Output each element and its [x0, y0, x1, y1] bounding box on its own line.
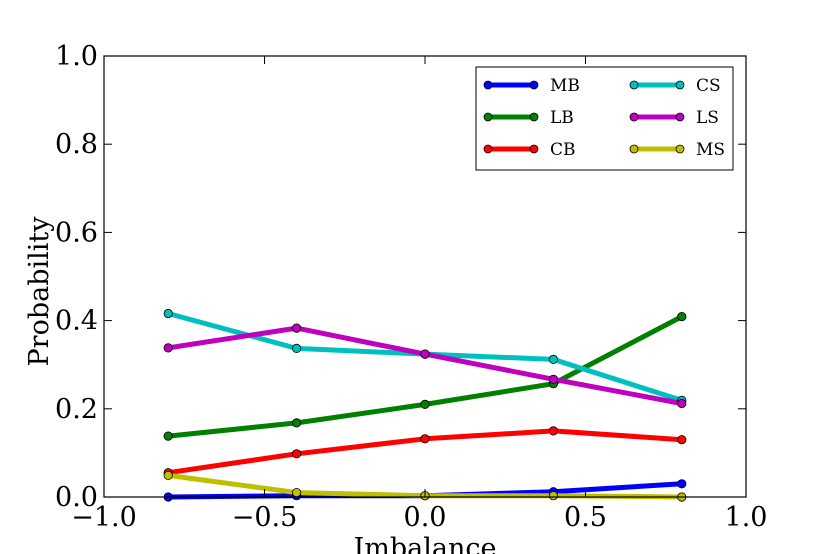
- legend-label-ls: LS: [696, 108, 719, 128]
- data-point-lb: [420, 399, 430, 409]
- data-point-cb: [548, 426, 559, 436]
- data-point-ls: [291, 323, 302, 333]
- ticks-layer: −1.0 −0.5 0.0 0.5 1.0 0.0 0.2 0.4 0.6 0.8 1.0: [55, 41, 767, 533]
- legend-label-mb: MB: [550, 76, 580, 96]
- data-point-cs: [291, 343, 302, 353]
- legend-label-ms: MS: [696, 140, 725, 160]
- y-tick-label: 0.2: [55, 394, 98, 425]
- x-tick-label: 1.0: [725, 502, 768, 533]
- data-point-cb: [420, 434, 430, 444]
- legend-label-cs: CS: [696, 76, 721, 96]
- x-tick-label: −1.0: [71, 502, 137, 533]
- legend-marker: [529, 112, 539, 122]
- data-point-lb: [291, 418, 302, 428]
- legend-marker: [529, 80, 539, 90]
- data-point-lb: [163, 431, 173, 441]
- series-layer: [163, 308, 687, 502]
- y-tick-label: 0.4: [55, 306, 98, 337]
- legend-marker: [629, 144, 639, 154]
- series-line-ls: [167, 325, 683, 406]
- legend-marker: [629, 80, 639, 90]
- data-point-ls: [677, 398, 687, 409]
- legend-marker: [675, 112, 685, 122]
- data-point-ms: [163, 470, 173, 480]
- legend-marker: [483, 112, 493, 122]
- data-point-cb: [677, 435, 687, 445]
- y-tick-label: 0.0: [55, 482, 98, 513]
- y-tick-label: 0.8: [55, 129, 98, 160]
- legend-label-cb: CB: [550, 140, 576, 160]
- x-axis-label: Imbalance: [354, 533, 497, 554]
- y-axis-label: Probability: [24, 216, 55, 367]
- x-tick-label: 0.5: [564, 502, 607, 533]
- data-point-ls: [548, 374, 559, 384]
- data-point-mb: [677, 479, 687, 489]
- data-point-ls: [163, 343, 173, 353]
- legend-marker: [483, 144, 493, 154]
- legend: MB LB CB CS LS MS: [475, 66, 734, 171]
- legend-marker: [629, 112, 639, 122]
- data-point-ms: [291, 487, 302, 498]
- legend-marker: [675, 80, 685, 90]
- data-point-ms: [548, 491, 559, 501]
- legend-label-lb: LB: [550, 108, 574, 128]
- y-tick-label: 0.6: [55, 217, 98, 248]
- legend-marker: [529, 144, 539, 154]
- x-tick-label: −0.5: [232, 502, 298, 533]
- data-point-cs: [163, 308, 173, 319]
- data-point-cb: [291, 449, 302, 459]
- legend-marker: [483, 80, 493, 90]
- legend-marker: [675, 144, 685, 154]
- data-point-cs: [548, 354, 559, 364]
- data-point-lb: [677, 311, 687, 322]
- data-point-ls: [420, 349, 430, 359]
- x-tick-label: 0.0: [404, 502, 447, 533]
- y-tick-label: 1.0: [55, 41, 98, 72]
